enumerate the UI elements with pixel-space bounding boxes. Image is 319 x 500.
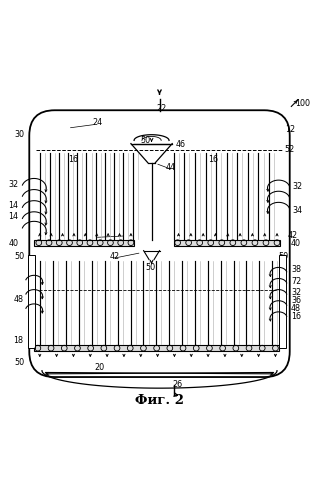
Text: 20: 20 — [94, 363, 104, 372]
Text: 14: 14 — [8, 201, 19, 210]
Text: 40: 40 — [291, 239, 301, 248]
Text: Фиг. 2: Фиг. 2 — [135, 394, 184, 407]
Text: 44: 44 — [166, 163, 176, 172]
Text: 18: 18 — [13, 336, 23, 345]
Text: 42: 42 — [288, 230, 298, 239]
Text: 26: 26 — [172, 380, 182, 389]
Text: 16: 16 — [208, 155, 218, 164]
Text: 16: 16 — [68, 155, 78, 164]
Text: 40: 40 — [8, 239, 19, 248]
Bar — [174, 240, 280, 246]
Text: 32: 32 — [291, 288, 301, 298]
Text: 48: 48 — [13, 294, 23, 304]
Text: 50: 50 — [278, 252, 288, 261]
Text: 30: 30 — [15, 130, 25, 138]
Text: 24: 24 — [93, 118, 103, 128]
Text: 34: 34 — [293, 206, 303, 215]
Text: 48: 48 — [291, 304, 301, 314]
Text: 50: 50 — [140, 136, 150, 145]
Text: 32: 32 — [293, 182, 303, 191]
Text: 36: 36 — [291, 296, 301, 306]
Text: 32: 32 — [8, 180, 19, 190]
Text: 22: 22 — [156, 104, 166, 113]
Text: 50: 50 — [15, 358, 25, 368]
Text: 52: 52 — [285, 146, 295, 154]
Bar — [278, 255, 286, 348]
Text: 50: 50 — [145, 263, 155, 272]
Bar — [28, 255, 35, 348]
Text: 42: 42 — [110, 252, 120, 261]
Text: 72: 72 — [291, 278, 301, 286]
Text: 14: 14 — [8, 212, 19, 221]
Text: 38: 38 — [291, 264, 301, 274]
Text: 12: 12 — [285, 125, 295, 134]
FancyBboxPatch shape — [29, 110, 290, 377]
Bar — [34, 346, 278, 351]
Text: 46: 46 — [175, 140, 185, 149]
Text: 100: 100 — [295, 99, 310, 108]
Text: 16: 16 — [291, 312, 301, 321]
Text: 50: 50 — [15, 252, 25, 261]
Bar — [34, 240, 134, 246]
